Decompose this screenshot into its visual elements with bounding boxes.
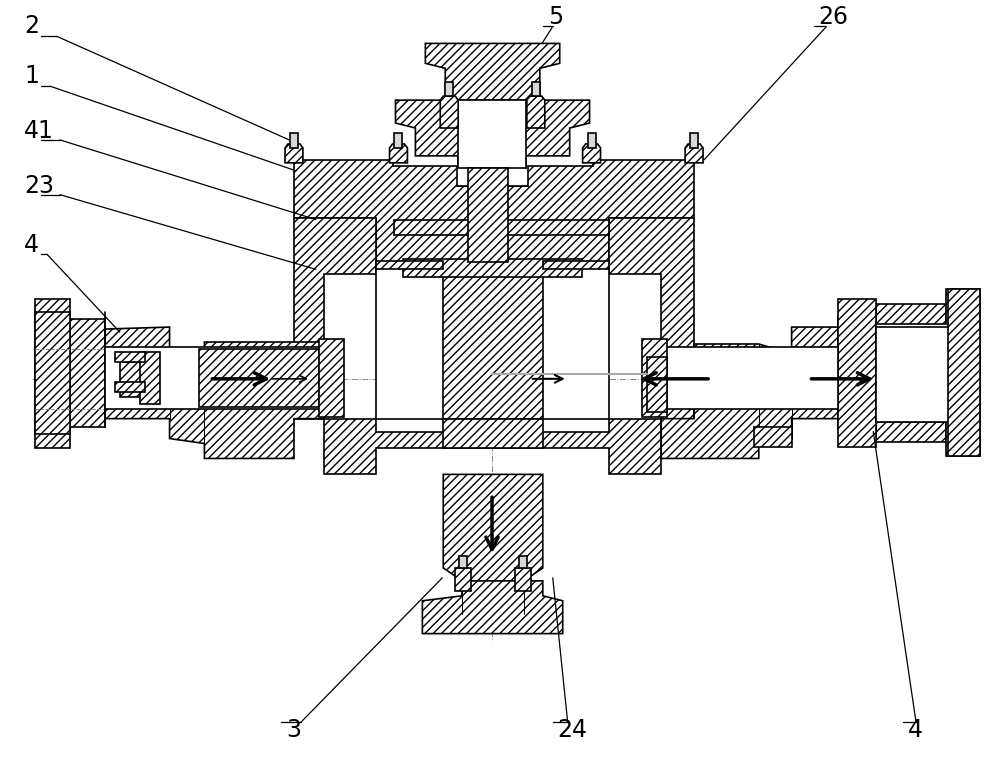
Polygon shape [583, 144, 601, 163]
Bar [876, 324, 980, 422]
Text: 41: 41 [24, 119, 54, 143]
Bar [290, 133, 298, 148]
Polygon shape [115, 352, 145, 362]
Polygon shape [294, 160, 694, 262]
Polygon shape [115, 382, 145, 392]
Text: 5: 5 [548, 5, 563, 28]
Text: 4: 4 [24, 233, 39, 258]
Bar [519, 556, 527, 568]
Bar [661, 347, 838, 409]
Polygon shape [443, 474, 543, 614]
Polygon shape [35, 299, 70, 448]
Polygon shape [425, 44, 560, 128]
Text: 3: 3 [286, 718, 301, 742]
Polygon shape [443, 418, 543, 448]
Bar [459, 556, 467, 568]
Polygon shape [647, 357, 667, 412]
Text: 26: 26 [818, 5, 848, 28]
Polygon shape [140, 352, 160, 404]
Bar [690, 133, 698, 148]
Polygon shape [642, 339, 667, 417]
Polygon shape [838, 299, 876, 447]
Polygon shape [609, 217, 694, 418]
Bar [376, 262, 609, 418]
Polygon shape [876, 304, 946, 441]
Text: 1: 1 [24, 64, 39, 88]
Polygon shape [685, 144, 703, 163]
Polygon shape [285, 144, 303, 163]
Polygon shape [440, 96, 458, 128]
Polygon shape [390, 144, 407, 163]
Bar [376, 262, 443, 269]
Polygon shape [468, 168, 508, 262]
Polygon shape [199, 349, 319, 407]
Polygon shape [527, 96, 545, 128]
Polygon shape [120, 362, 150, 397]
Bar [105, 347, 324, 409]
Bar [445, 82, 453, 96]
Text: 23: 23 [24, 174, 54, 197]
Polygon shape [422, 581, 563, 633]
Bar [532, 82, 540, 96]
Polygon shape [515, 568, 531, 591]
Polygon shape [661, 327, 838, 458]
Polygon shape [754, 427, 792, 447]
Bar [394, 133, 402, 148]
Bar [458, 100, 526, 168]
Polygon shape [403, 259, 582, 277]
Text: 24: 24 [558, 718, 588, 742]
Polygon shape [395, 100, 590, 156]
Polygon shape [443, 262, 543, 418]
Polygon shape [324, 418, 661, 474]
Polygon shape [455, 568, 471, 591]
Bar [588, 133, 596, 148]
Polygon shape [105, 327, 324, 458]
Polygon shape [70, 319, 105, 427]
Polygon shape [35, 312, 70, 434]
Polygon shape [876, 327, 980, 422]
Text: 2: 2 [24, 15, 39, 38]
Polygon shape [319, 339, 344, 417]
Polygon shape [838, 317, 876, 428]
Bar [543, 262, 609, 269]
Polygon shape [946, 289, 980, 457]
Polygon shape [294, 217, 376, 418]
Text: 4: 4 [908, 718, 923, 742]
Polygon shape [394, 220, 609, 235]
Polygon shape [948, 289, 980, 457]
